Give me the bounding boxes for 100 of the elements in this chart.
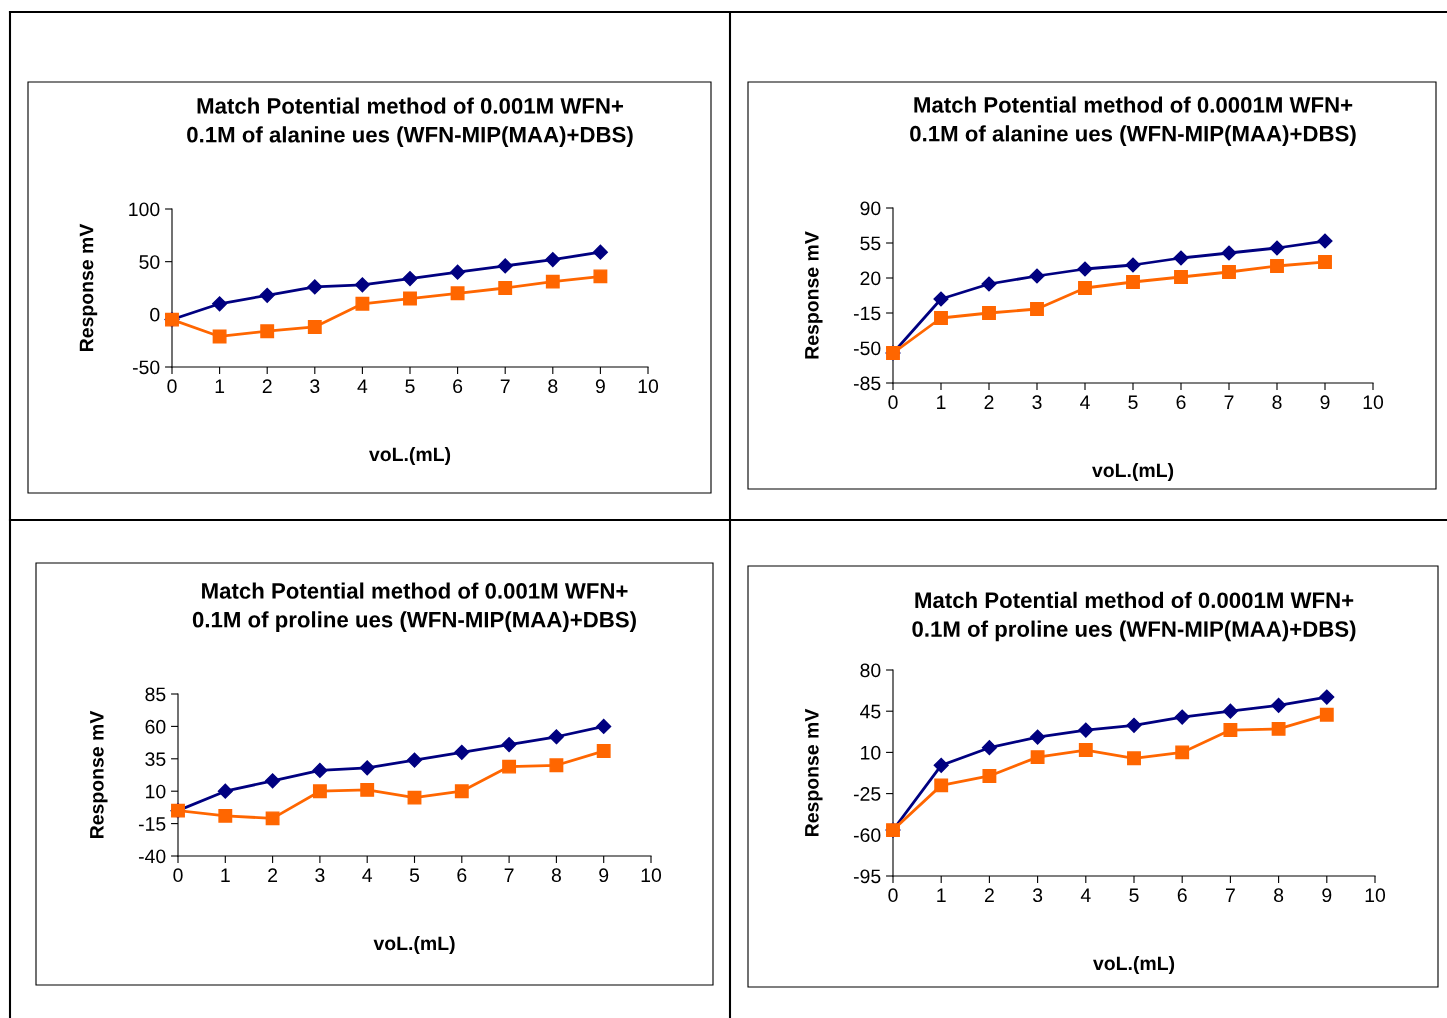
x-tick-label: 2	[268, 868, 278, 882]
point	[1077, 261, 1093, 277]
y-tick-label: 0	[150, 307, 160, 322]
x-tick-label: 2	[984, 888, 994, 902]
x-axis-title: voL.(mL)	[369, 446, 451, 466]
point	[260, 324, 275, 339]
x-axis-title: voL.(mL)	[1093, 955, 1175, 975]
point	[1269, 240, 1285, 256]
y-tick-label: -50	[132, 360, 160, 375]
point	[502, 759, 517, 774]
point	[402, 270, 418, 287]
chart-title: Match Potential method of 0.0001M WFN+ 0.1M of proline ues (WFN-MIP(MAA)+DBS)	[912, 591, 1356, 642]
point	[593, 269, 608, 284]
point	[1126, 275, 1140, 289]
point	[548, 729, 564, 745]
y-tick-label: 35	[145, 752, 166, 767]
point	[454, 744, 470, 760]
point	[1174, 270, 1188, 284]
x-tick-label: 3	[1032, 395, 1042, 410]
point	[1175, 745, 1190, 760]
point	[212, 329, 227, 344]
point	[259, 287, 275, 303]
x-tick-label: 0	[173, 868, 183, 883]
point	[265, 773, 281, 789]
point	[982, 306, 996, 320]
point	[545, 274, 560, 289]
y-axis-title: Response mV	[90, 710, 108, 838]
x-tick-label: 7	[504, 868, 514, 882]
x-tick-label: 1	[215, 379, 225, 393]
point	[982, 768, 997, 783]
x-tick-label: 3	[310, 379, 320, 394]
chart-title: Match Potential method of 0.001M WFN+ 0.1M of proline ues (WFN-MIP(MAA)+DBS)	[192, 582, 636, 632]
point	[212, 296, 228, 312]
point	[450, 264, 466, 280]
x-tick-label: 8	[1272, 395, 1282, 410]
point	[498, 281, 513, 295]
point	[403, 291, 417, 306]
y-tick-label: 20	[860, 271, 881, 286]
point	[450, 286, 465, 301]
y-tick-label: 100	[129, 202, 160, 217]
x-tick-label: 10	[1363, 395, 1384, 410]
point	[549, 758, 564, 773]
point	[497, 258, 513, 274]
y-tick-label: 60	[145, 719, 166, 734]
point	[1173, 250, 1189, 266]
x-tick-label: 4	[1080, 395, 1090, 409]
point	[596, 718, 612, 734]
point	[354, 277, 370, 293]
x-tick-label: 1	[221, 868, 230, 882]
x-tick-label: 7	[1225, 888, 1235, 902]
point	[1125, 257, 1141, 273]
point	[1222, 703, 1238, 719]
chart-title: Match Potential method of 0.001M WFN+ 0.1M of alanine ues (WFN-MIP(MAA)+DBS)	[187, 97, 633, 147]
chart-title: Match Potential method of 0.0001M WFN+ 0.1M of alanine ues (WFN-MIP(MAA)+DBS)	[910, 96, 1356, 146]
point	[933, 291, 949, 307]
x-tick-label: 7	[1224, 395, 1234, 409]
point	[360, 782, 375, 797]
x-tick-label: 4	[357, 379, 368, 393]
point	[592, 244, 608, 260]
x-axis-title: voL.(mL)	[373, 935, 455, 955]
point	[934, 778, 949, 793]
y-tick-label: -85	[853, 376, 881, 391]
x-tick-label: 2	[984, 395, 994, 409]
point	[1223, 723, 1238, 737]
y-tick-label: -15	[853, 306, 881, 321]
x-tick-label: 2	[262, 379, 272, 393]
point	[981, 276, 997, 292]
y-tick-label: -25	[853, 787, 881, 801]
y-tick-label: 90	[860, 201, 881, 216]
y-tick-label: 80	[860, 663, 881, 678]
y-axis-title: Response mV	[805, 708, 823, 836]
y-tick-label: 50	[139, 255, 160, 269]
x-tick-label: 1	[937, 395, 946, 409]
point	[1078, 722, 1094, 738]
x-tick-label: 5	[405, 379, 415, 394]
y-tick-label: -95	[853, 869, 881, 884]
point	[312, 784, 327, 799]
x-tick-label: 4	[1080, 888, 1091, 902]
point	[1222, 265, 1236, 279]
x-tick-label: 7	[500, 379, 510, 393]
point	[359, 760, 375, 776]
x-tick-label: 6	[453, 379, 463, 394]
point	[1319, 689, 1335, 705]
point	[1078, 743, 1093, 757]
y-tick-label: -60	[853, 828, 881, 843]
point	[501, 736, 517, 753]
point	[355, 296, 370, 311]
x-tick-label: 10	[638, 379, 659, 394]
x-tick-label: 3	[1032, 888, 1043, 903]
point	[1271, 721, 1286, 736]
y-tick-label: -40	[138, 849, 166, 864]
point	[1317, 233, 1333, 249]
point	[406, 752, 423, 768]
x-tick-label: 6	[1176, 395, 1186, 410]
y-tick-label: 55	[860, 236, 881, 251]
point	[981, 740, 997, 756]
point	[1221, 245, 1237, 261]
point	[218, 808, 233, 823]
point	[217, 783, 233, 799]
x-tick-label: 8	[1274, 888, 1284, 903]
